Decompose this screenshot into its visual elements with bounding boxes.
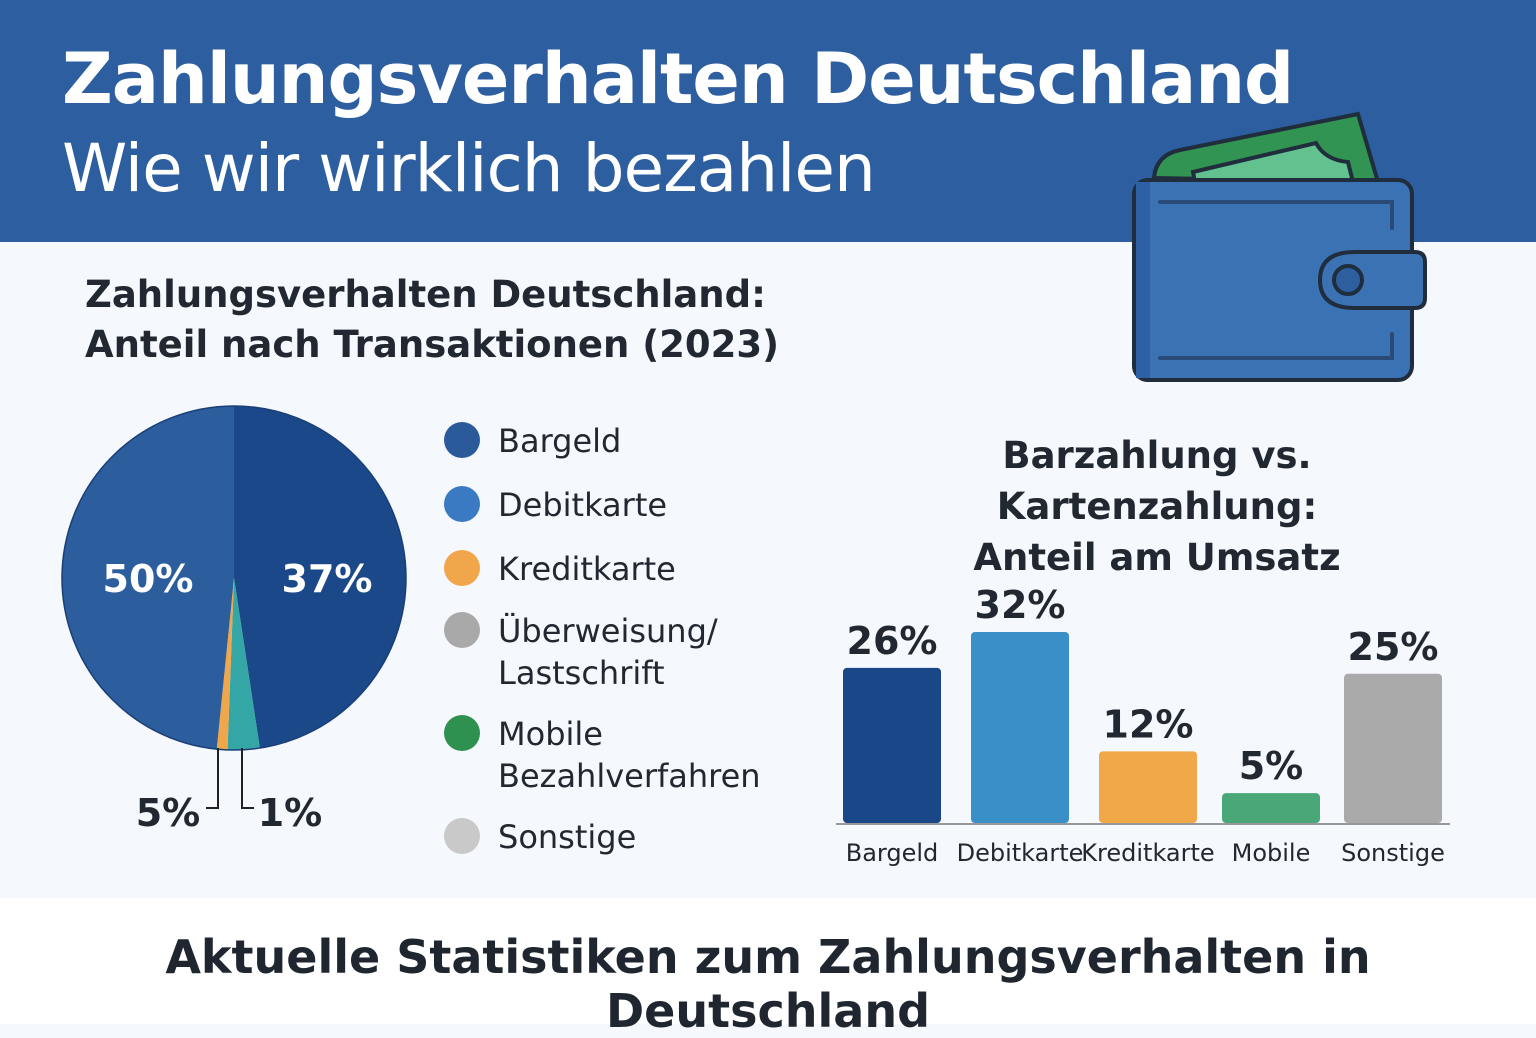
bar-category-label: Bargeld: [846, 839, 939, 867]
footer-text: Aktuelle Statistiken zum Zahlungsverhalt…: [165, 930, 1371, 1038]
bar-value-label: 25%: [1348, 625, 1439, 669]
bar-category-label: Kreditkarte: [1081, 839, 1214, 867]
legend-label: Sonstige: [498, 818, 637, 856]
legend-item: Mobile Bezahlverfahren: [444, 713, 784, 797]
legend-label: Debitkarte: [498, 486, 668, 524]
legend-swatch: [444, 550, 480, 586]
legend-label: Überweisung/Lastschrift: [498, 612, 718, 692]
bar-debitkarte: [971, 632, 1069, 823]
legend-swatch: [444, 612, 480, 648]
bar-chart-title: Barzahlung vs. Kartenzahlung: Anteil am …: [840, 430, 1474, 583]
leader-line: [241, 748, 254, 809]
leader-line: [206, 748, 219, 809]
pie-label-small-right: 1%: [258, 791, 323, 835]
legend-label: Mobile Bezahlverfahren: [498, 715, 761, 795]
pie-slice: [227, 578, 260, 750]
legend-swatch: [444, 715, 480, 751]
legend-swatch: [444, 422, 480, 458]
legend-label: Kreditkarte: [498, 550, 676, 588]
bar-mobile: [1222, 793, 1320, 823]
bar-value-label: 26%: [847, 619, 938, 663]
pie-title-line1: Zahlungsverhalten Deutschland:: [85, 273, 766, 316]
bar-value-label: 12%: [1103, 702, 1194, 746]
bar-category-label: Debitkarte: [957, 839, 1084, 867]
page-subtitle: Wie wir wirklich bezahlen: [62, 130, 876, 207]
pie-slice: [234, 406, 406, 749]
legend-item: Sonstige: [444, 816, 784, 858]
legend-label: Bargeld: [498, 422, 622, 460]
footer: [0, 898, 1536, 1024]
bar-category-label: Mobile: [1232, 839, 1311, 867]
legend-item: Kreditkarte: [444, 548, 784, 590]
pie-label-bargeld: 50%: [103, 557, 194, 601]
bar-chart: 26% Bargeld 32% Debitkarte 12% Kreditkarte 5% M…: [836, 583, 1450, 867]
pie-label-small-left: 5%: [136, 791, 201, 835]
pie-chart-title: Zahlungsverhalten Deutschland: Anteil na…: [85, 270, 779, 370]
pie-label-debit: 37%: [282, 557, 373, 601]
pie-slice: [216, 578, 234, 750]
pie-slice: [62, 406, 235, 750]
pie-title-line2: Anteil nach Transaktionen (2023): [85, 323, 780, 366]
pie-chart: 50% 37% 5% 1%: [61, 405, 407, 835]
legend-swatch: [444, 818, 480, 854]
bar-bargeld: [843, 667, 941, 823]
legend-swatch: [444, 486, 480, 522]
wallet-icon: [1132, 111, 1427, 382]
bar-title-line1: Barzahlung vs. Kartenzahlung:: [996, 434, 1318, 528]
bar-title-line2: Anteil am Umsatz: [973, 536, 1341, 579]
bar-kreditkarte: [1099, 751, 1197, 823]
bar-value-label: 5%: [1239, 744, 1304, 788]
bar-value-label: 32%: [975, 583, 1066, 627]
bar-sonstige: [1344, 673, 1442, 823]
legend-item: Bargeld: [444, 420, 784, 462]
page-title: Zahlungsverhalten Deutschland: [62, 38, 1294, 120]
legend-item: Überweisung/Lastschrift: [444, 610, 784, 694]
bar-category-label: Sonstige: [1341, 839, 1445, 867]
pie-outline: [61, 405, 407, 751]
legend-item: Debitkarte: [444, 484, 784, 526]
